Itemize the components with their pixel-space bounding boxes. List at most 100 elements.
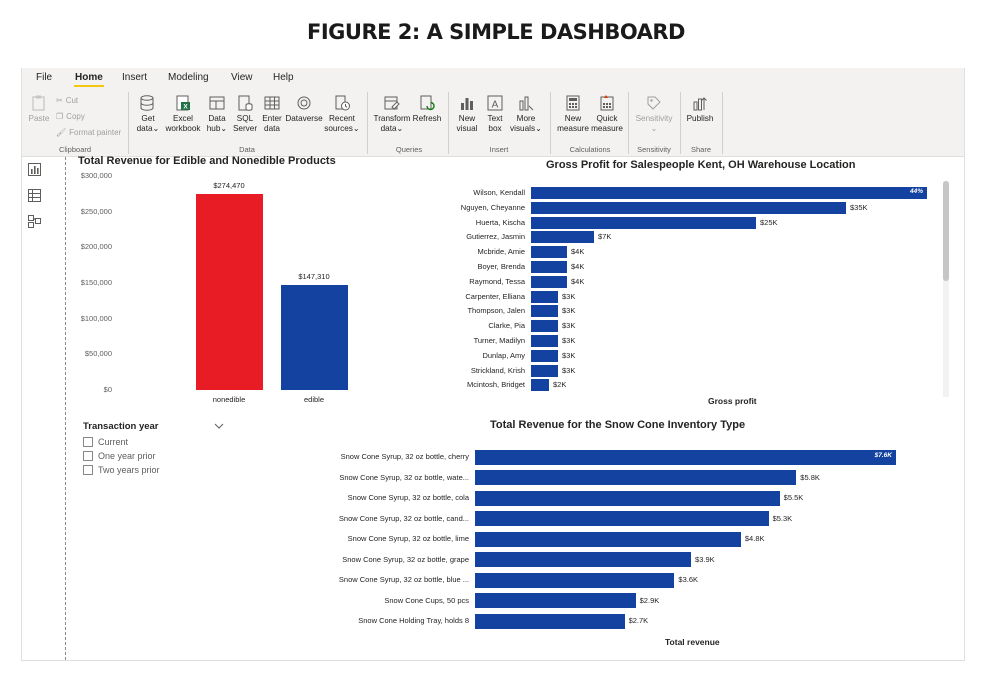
quick-measure-icon — [600, 95, 614, 111]
data-label: $4K — [571, 262, 585, 271]
category-label: Wilson, Kendall — [473, 188, 525, 197]
bar[interactable] — [475, 531, 741, 547]
transform-data-button[interactable]: Transform data⌄ — [373, 94, 411, 134]
brush-icon: 🖌 — [56, 128, 67, 137]
refresh-button[interactable]: Refresh — [412, 94, 442, 124]
bar[interactable] — [531, 305, 558, 318]
data-label: $3K — [562, 336, 576, 345]
y-tick-label: $50,000 — [84, 349, 112, 359]
new-measure-button[interactable]: New measure — [556, 94, 590, 134]
bar[interactable] — [531, 379, 549, 392]
bar[interactable] — [475, 593, 636, 608]
data-label: $7.6K — [874, 452, 892, 459]
bar[interactable] — [531, 216, 756, 229]
new-visual-button[interactable]: New visual — [454, 94, 480, 134]
table-view-icon[interactable] — [28, 189, 41, 202]
paste-button[interactable]: Paste — [27, 94, 51, 124]
menu-view[interactable]: View — [231, 72, 253, 83]
bar[interactable] — [531, 349, 558, 362]
sensitivity-button[interactable]: Sensitivity ⌄ — [632, 94, 676, 134]
category-label: Snow Cone Syrup, 32 oz bottle, grape — [342, 554, 469, 564]
category-label: Gutierrez, Jasmin — [466, 232, 525, 242]
separator — [680, 92, 681, 154]
bar[interactable] — [531, 261, 567, 273]
report-canvas: Total Revenue for Edible and Nonedible P… — [22, 155, 964, 660]
checkbox[interactable] — [83, 465, 93, 475]
bar[interactable] — [531, 320, 558, 333]
canvas-guide — [65, 157, 66, 660]
calculator-icon — [566, 95, 580, 111]
dataverse-button[interactable]: Dataverse — [285, 94, 323, 124]
bar[interactable] — [475, 511, 769, 526]
category-label: Strickland, Krish — [470, 365, 525, 375]
bar[interactable] — [531, 335, 558, 347]
bar[interactable] — [531, 246, 567, 259]
bar[interactable] — [475, 490, 780, 506]
bar[interactable] — [475, 552, 692, 567]
dataverse-icon — [297, 96, 311, 110]
sql-server-button[interactable]: SQL Server — [232, 94, 258, 134]
bar[interactable] — [475, 613, 625, 629]
text-box-button[interactable]: A Text box — [483, 94, 507, 134]
checkbox[interactable] — [83, 437, 93, 447]
paste-icon — [32, 95, 45, 111]
chevron-down-icon[interactable] — [214, 421, 224, 431]
separator — [628, 92, 629, 154]
bar[interactable] — [531, 290, 558, 303]
more-visuals-button[interactable]: More visuals⌄ — [509, 94, 543, 134]
category-label: Snow Cone Syrup, 32 oz bottle, lime — [347, 534, 469, 543]
data-label: $274,470 — [213, 181, 245, 191]
bar[interactable] — [531, 231, 594, 244]
enter-data-button[interactable]: Enter data — [260, 94, 284, 134]
data-label: $5.5K — [783, 493, 804, 502]
model-view-icon[interactable] — [28, 215, 41, 228]
data-label: $35K — [850, 202, 868, 212]
bar[interactable] — [531, 275, 567, 288]
chart-title-gross-profit: Gross Profit for Salespeople Kent, OH Wa… — [546, 159, 856, 171]
slicer-option-one-year-prior[interactable]: One year prior — [83, 451, 156, 461]
chart-scrollbar-thumb[interactable] — [943, 181, 949, 281]
menu-modeling[interactable]: Modeling — [168, 72, 209, 83]
slicer-option-two-years-prior[interactable]: Two years prior — [83, 465, 160, 475]
excel-workbook-button[interactable]: X Excel workbook — [165, 94, 201, 134]
data-label: $2.7K — [628, 616, 649, 625]
copy-button[interactable]: ❐ Copy — [56, 112, 85, 121]
data-label: $5.3K — [772, 513, 793, 523]
y-tick-label: $250,000 — [80, 206, 112, 216]
get-data-button[interactable]: Get data⌄ — [135, 94, 161, 134]
bar[interactable] — [531, 187, 927, 199]
slicer-option-current[interactable]: Current — [83, 437, 128, 447]
menu-home[interactable]: Home — [75, 72, 103, 83]
x-tick-label: edible — [303, 395, 325, 404]
bar[interactable] — [195, 194, 263, 390]
bar[interactable] — [475, 449, 896, 465]
quick-measure-button[interactable]: Quick measure — [590, 94, 624, 134]
bar[interactable] — [531, 364, 558, 377]
format-painter-button[interactable]: 🖌 Format painter — [56, 128, 122, 137]
bar[interactable] — [280, 284, 348, 390]
chart-scrollbar[interactable] — [943, 181, 949, 397]
cut-button[interactable]: ✂ Cut — [56, 96, 79, 105]
transform-icon — [384, 96, 400, 110]
data-label: $25K — [760, 217, 778, 227]
menu-insert[interactable]: Insert — [122, 72, 148, 83]
bar[interactable] — [475, 470, 797, 485]
recent-sources-button[interactable]: Recent sources⌄ — [324, 94, 360, 134]
menu-file[interactable]: File — [36, 72, 53, 83]
bar[interactable] — [475, 572, 675, 588]
checkbox[interactable] — [83, 451, 93, 461]
group-sensitivity: Sensitivity — [637, 145, 671, 154]
bar[interactable] — [531, 201, 846, 214]
sensitivity-icon — [647, 96, 661, 110]
data-hub-button[interactable]: Data hub⌄ — [204, 94, 230, 134]
report-view-icon[interactable] — [28, 163, 41, 176]
active-tab-indicator — [74, 85, 104, 87]
y-tick-label: $300,000 — [80, 171, 112, 180]
database-icon — [140, 95, 154, 111]
ribbon: Paste ✂ Cut ❐ Copy 🖌 Format painter Clipboa… — [22, 88, 964, 157]
group-share: Share — [690, 145, 711, 154]
menu-help[interactable]: Help — [273, 72, 294, 83]
category-label: Huerta, Kischa — [475, 217, 525, 227]
group-data: Data — [239, 145, 255, 154]
publish-button[interactable]: Publish — [684, 94, 716, 124]
